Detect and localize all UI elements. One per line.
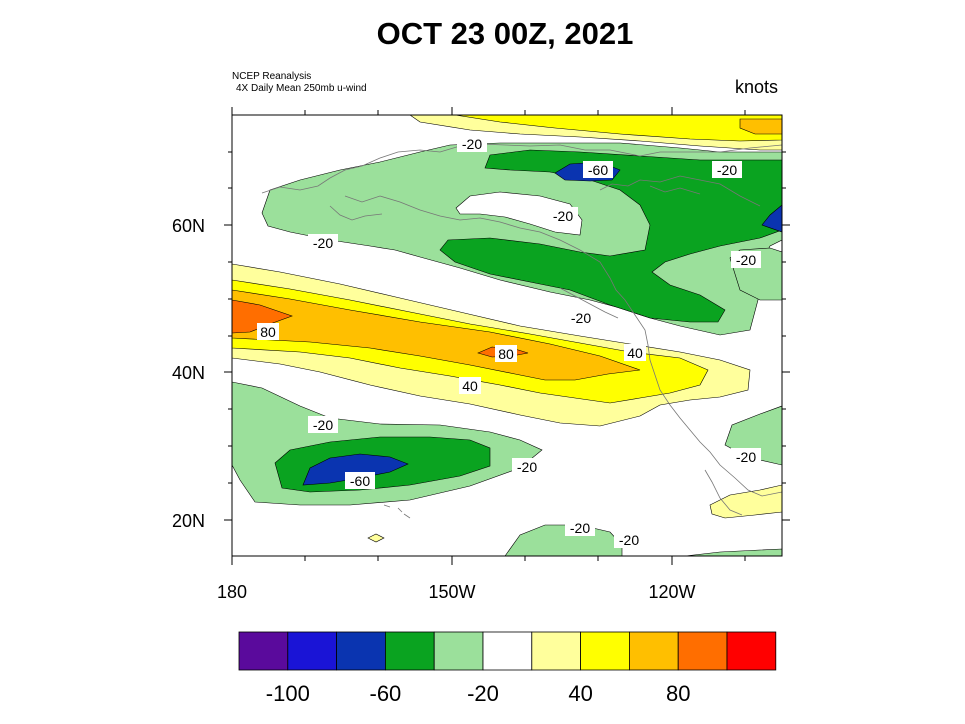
colorbar-swatch xyxy=(726,631,777,671)
contour-fill-layer xyxy=(232,115,782,556)
variable-label: 4X Daily Mean 250mb u-wind xyxy=(236,83,367,94)
contour-label: 40 xyxy=(627,345,643,361)
contour-label-bg xyxy=(308,416,338,433)
contour-label-bg xyxy=(457,135,487,152)
source-label: NCEP Reanalysis xyxy=(232,71,312,82)
lon-label-180: 180 xyxy=(217,582,247,602)
colorbar-swatch xyxy=(287,631,337,671)
contour-labels: -20 -60 -20 -20 -20 -20 -20 80 80 40 40 -20 -20 -60 -2… xyxy=(257,135,761,548)
contour-label-bg xyxy=(257,323,279,340)
colorbar-swatch xyxy=(629,631,679,671)
colorbar-swatch xyxy=(433,631,484,671)
contour-label-bg xyxy=(548,207,578,224)
colorbar-swatch xyxy=(580,631,630,671)
contour-label-bg xyxy=(495,345,517,362)
contour-label-bg xyxy=(731,448,761,465)
contour-label: -20 xyxy=(570,520,590,536)
colorbar-label: 80 xyxy=(666,681,690,706)
contour-label: -20 xyxy=(619,532,639,548)
colorbar-swatch xyxy=(238,631,289,671)
contour-label: -20 xyxy=(571,310,591,326)
lat-label-40n: 40N xyxy=(172,363,205,383)
contour-label: -20 xyxy=(313,235,333,251)
contour-label-bg xyxy=(565,519,595,536)
contour-label: 80 xyxy=(260,324,276,340)
contour-label-bg xyxy=(614,531,644,548)
colorbar: -100 -60 -20 40 80 xyxy=(238,631,777,706)
contour-label: -20 xyxy=(462,136,482,152)
colorbar-swatch xyxy=(482,631,533,671)
contour-orange-top xyxy=(739,118,782,135)
lat-label-60n: 60N xyxy=(172,216,205,236)
contour-label: -20 xyxy=(736,449,756,465)
contour-label-bg xyxy=(512,458,542,475)
contour-label-bg xyxy=(308,234,338,251)
colorbar-swatch xyxy=(531,631,581,671)
contour-label: -60 xyxy=(588,162,608,178)
contour-label: -60 xyxy=(350,473,370,489)
contour-label: 40 xyxy=(462,378,478,394)
map-title: OCT 23 00Z, 2021 xyxy=(376,16,634,51)
colorbar-swatch xyxy=(336,631,386,671)
contour-light-yellow-small xyxy=(367,533,385,543)
colorbar-label: 40 xyxy=(568,681,592,706)
contour-label: 80 xyxy=(498,346,514,362)
contour-label-bg xyxy=(624,344,646,361)
units-label: knots xyxy=(735,77,779,97)
colorbar-label: -100 xyxy=(266,681,310,706)
lon-label-120w: 120W xyxy=(648,582,695,602)
lon-label-150w: 150W xyxy=(428,582,475,602)
contour-blue-northeast xyxy=(761,204,782,233)
contour-label-bg xyxy=(566,309,596,326)
contour-label: -20 xyxy=(553,208,573,224)
axis-ticks xyxy=(224,107,790,565)
colorbar-swatch xyxy=(384,631,435,671)
colorbar-label: -20 xyxy=(467,681,499,706)
contour-white-hole xyxy=(455,191,583,236)
contour-light-green-bottom-right xyxy=(684,548,782,556)
contour-label-bg xyxy=(345,472,375,489)
contour-label-bg xyxy=(731,251,761,268)
colorbar-label: -60 xyxy=(370,681,402,706)
contour-label-bg xyxy=(459,377,481,394)
lat-label-20n: 20N xyxy=(172,511,205,531)
contour-light-yellow-east-south xyxy=(709,484,782,519)
colorbar-swatch xyxy=(677,631,728,671)
contour-label: -20 xyxy=(517,459,537,475)
contour-yellow-top xyxy=(454,115,782,142)
contour-label-bg xyxy=(583,161,613,178)
contour-label: -20 xyxy=(736,252,756,268)
contour-orange-jet xyxy=(232,289,641,381)
contour-label-bg xyxy=(712,161,742,178)
contour-label: -20 xyxy=(313,417,333,433)
contour-label: -20 xyxy=(717,162,737,178)
